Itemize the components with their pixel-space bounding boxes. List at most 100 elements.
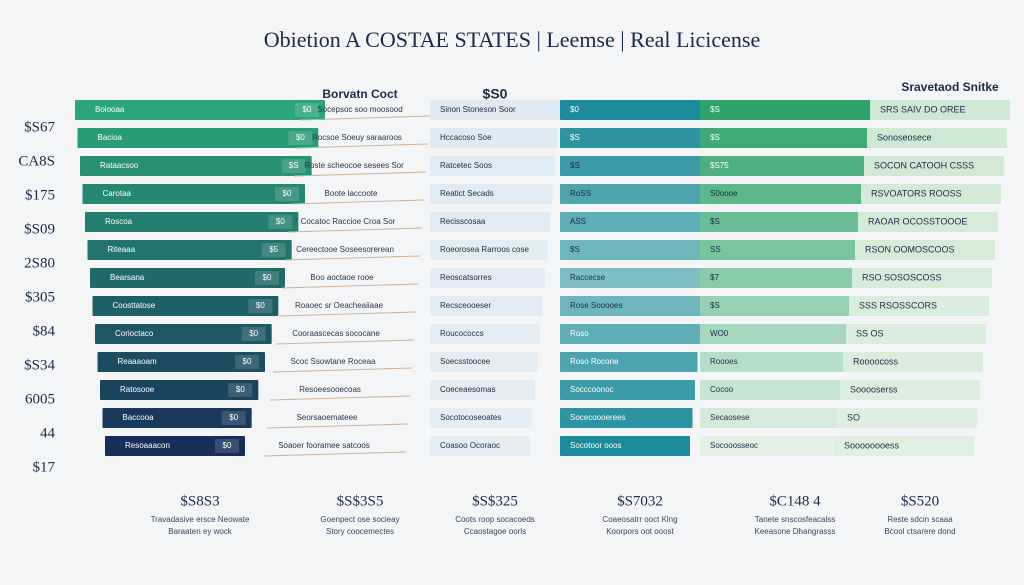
row-bar <box>867 128 1007 148</box>
title: Obietion A COSTAE STATES | Leemse | Real… <box>264 27 761 52</box>
row-label: $7 <box>710 273 719 282</box>
row-tag: $0 <box>229 413 238 422</box>
row-label: Resoeesooecoas <box>299 385 361 394</box>
row-bar <box>102 408 252 428</box>
row-bar <box>870 100 1010 120</box>
row-label: Soaoer fooramee satcoos <box>278 441 370 450</box>
row-bar <box>560 268 705 288</box>
row-tag-bg <box>215 439 239 453</box>
row-label: Carotaa <box>103 189 132 198</box>
row-label: Rose Sooooes <box>570 301 622 310</box>
side-label: $305 <box>25 289 55 305</box>
row-label: Roeorosea Rarroos cose <box>440 245 529 254</box>
row-bar <box>82 184 305 204</box>
side-label: $175 <box>25 187 55 203</box>
row-bar <box>560 128 718 148</box>
row-label: $S <box>570 161 580 170</box>
row-bar <box>85 212 299 232</box>
row-label: Corioctaco <box>115 329 154 338</box>
row-label: Cooraascecas sococane <box>292 329 380 338</box>
row-bar <box>105 436 245 456</box>
row-bar <box>560 100 720 120</box>
side-label: 2S80 <box>24 255 55 271</box>
side-label: 6005 <box>25 391 55 407</box>
side-label: 44 <box>40 425 56 441</box>
row-tag-bg <box>228 383 253 397</box>
row-label: $S <box>710 105 720 114</box>
row-underline <box>296 143 429 149</box>
row-bar <box>430 240 548 260</box>
row-bar <box>700 380 865 400</box>
row-underline <box>290 199 425 205</box>
row-bar <box>92 296 279 316</box>
row-bar <box>560 408 693 428</box>
column-caption: Coaeosatrr ooct Klng <box>602 515 677 524</box>
row-bar <box>90 268 285 288</box>
row-bar <box>560 324 700 344</box>
row-label: SRS SAIV DO OREE <box>880 104 966 114</box>
column-total: $C148 4 <box>769 493 821 509</box>
column-caption: Reste sdcin scaaa <box>887 515 953 524</box>
row-bar <box>560 240 708 260</box>
row-tag: $0 <box>283 189 292 198</box>
row-tag-bg <box>241 327 266 341</box>
row-underline <box>272 367 413 373</box>
row-bar <box>700 156 885 176</box>
row-label: Socotoor ooos <box>570 441 622 450</box>
row-tag: $0 <box>249 329 258 338</box>
row-label: Reatict Secads <box>440 189 494 198</box>
row-label: Roscoa <box>105 217 133 226</box>
row-tag-bg <box>288 131 313 145</box>
column-total: $S520 <box>901 493 939 509</box>
row-label: Resoaaacon <box>125 441 170 450</box>
row-bar <box>560 296 703 316</box>
row-bar <box>837 408 977 428</box>
row-label: SS OS <box>856 328 884 338</box>
row-tag: $0 <box>296 133 305 142</box>
column-caption: Travadasive ersce Neowate <box>151 515 250 524</box>
row-label: SO <box>847 412 860 422</box>
row-label: $S <box>710 133 720 142</box>
row-bar <box>560 184 713 204</box>
row-label: Roucococcs <box>440 329 484 338</box>
row-label: Ratosooe <box>120 385 155 394</box>
side-label: $17 <box>33 459 56 475</box>
row-label: $S <box>710 301 720 310</box>
row-label: Sinon Stoneson Soor <box>440 105 516 114</box>
row-label: Soooooooess <box>844 440 900 450</box>
row-label: RoSS <box>570 189 591 198</box>
row-label: Sonoseosece <box>877 132 932 142</box>
row-label: Reaaaoam <box>118 357 157 366</box>
side-label: $S09 <box>24 221 55 237</box>
row-bar <box>700 184 883 204</box>
row-label: Secaosese <box>710 413 750 422</box>
row-underline <box>263 451 407 457</box>
row-tag-bg <box>281 159 306 173</box>
row-tag: $0 <box>256 301 265 310</box>
row-label: Raccecse <box>570 273 606 282</box>
row-underline <box>275 339 415 345</box>
row-bar <box>430 268 545 288</box>
row-label: ASS <box>570 217 586 226</box>
row-bar <box>80 156 312 176</box>
row-bar <box>700 436 860 456</box>
row-label: Coasoo Ocoraoc <box>440 441 500 450</box>
row-label: Riteaaa <box>108 245 136 254</box>
column-total: $S7032 <box>617 493 663 509</box>
column-caption: Coots roop socacoeds <box>455 515 535 524</box>
row-bar <box>560 352 698 372</box>
row-label: Hccacoso Soe <box>440 133 492 142</box>
row-tag: $0 <box>223 441 232 450</box>
row-bar <box>846 324 986 344</box>
row-label: Socccoonoc <box>570 385 614 394</box>
row-bar <box>430 408 533 428</box>
row-label: S0oooe <box>710 189 738 198</box>
row-tag: $0 <box>236 385 245 394</box>
row-label: Recsceooeser <box>440 301 491 310</box>
row-bar <box>430 324 540 344</box>
row-bar <box>864 156 1004 176</box>
row-label: Recisscosaa <box>440 217 486 226</box>
row-bar <box>560 212 710 232</box>
row-underline <box>284 255 421 261</box>
